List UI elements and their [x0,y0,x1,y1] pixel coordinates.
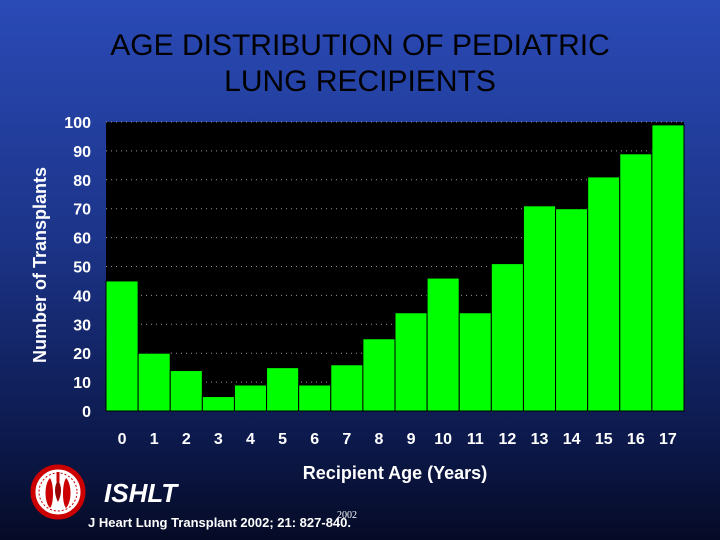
bar [169,370,203,412]
x-tick-label: 16 [627,431,645,448]
x-tick-label: 14 [563,431,581,448]
x-tick-label: 7 [342,431,351,448]
x-axis-label: Recipient Age (Years) [302,463,488,483]
x-tick-label: 11 [467,431,484,448]
y-tick-label: 20 [73,346,91,363]
x-tick-label: 10 [434,431,452,448]
bar [587,176,621,412]
y-tick-label: 30 [73,317,91,334]
bar [555,208,589,412]
bar [201,396,235,412]
bar [266,367,300,412]
bar [394,312,428,412]
x-tick-label: 2 [182,431,191,448]
x-tick-label: 17 [659,431,677,448]
x-tick-label: 9 [407,431,416,448]
bar [619,153,653,412]
x-tick-label: 8 [374,431,383,448]
y-tick-label: 0 [82,404,91,421]
y-tick-label: 60 [73,231,91,248]
y-tick-label: 100 [64,115,91,132]
org-name: ISHLT [104,478,178,508]
y-tick-label: 50 [73,260,91,277]
year-label: 2002 [337,510,357,521]
bar [233,384,268,412]
bar [137,352,171,412]
bar [330,364,364,412]
x-tick-label: 1 [150,431,159,448]
x-tick-label: 5 [278,431,287,448]
y-tick-label: 80 [73,173,91,190]
chart-title: AGE DISTRIBUTION OF PEDIATRIC LUNG RECIP… [0,28,720,100]
x-tick-label: 13 [531,431,549,448]
bar [490,263,524,412]
bar [426,277,460,412]
bar [522,205,557,412]
x-tick-label: 3 [214,431,223,448]
x-tick-label: 0 [118,431,127,448]
chart-title-line-1: AGE DISTRIBUTION OF PEDIATRIC [110,29,610,62]
citation: J Heart Lung Transplant 2002; 21: 827-84… [88,515,351,530]
bar [105,280,139,412]
bar [458,312,492,412]
bar [651,124,685,412]
x-tick-label: 6 [310,431,319,448]
x-tick-label: 15 [595,431,613,448]
y-tick-label: 10 [73,375,91,392]
y-tick-label: 40 [73,288,91,305]
y-tick-label: 90 [73,144,91,161]
chart-title-line-2: LUNG RECIPIENTS [224,65,496,98]
bar [362,338,396,412]
x-tick-label: 12 [498,431,516,448]
x-tick-label: 4 [246,431,255,448]
bar [298,384,332,412]
ishlt-logo-icon [30,464,86,520]
y-tick-label: 70 [73,202,91,219]
